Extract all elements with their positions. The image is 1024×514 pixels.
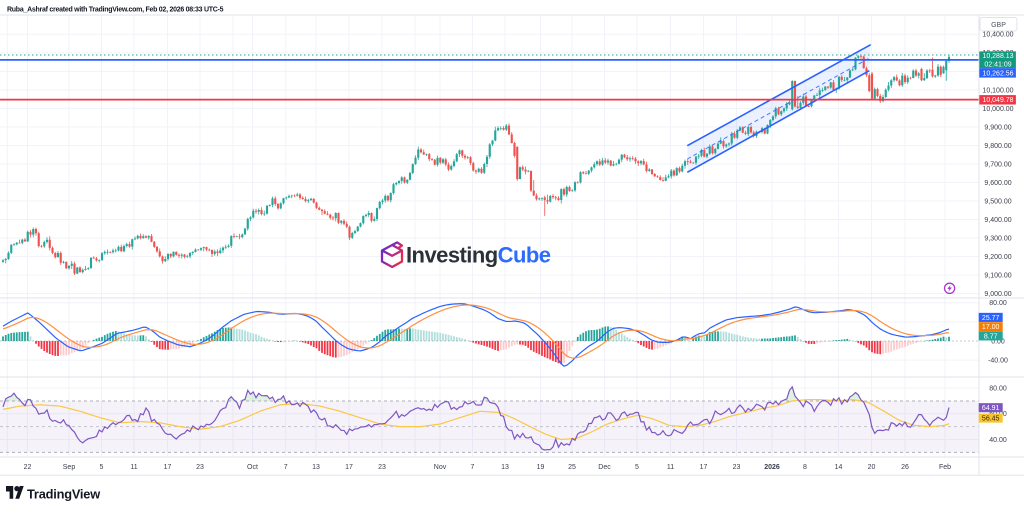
svg-text:13: 13 <box>312 464 320 471</box>
svg-text:9,400.00: 9,400.00 <box>984 217 1011 224</box>
svg-text:22: 22 <box>24 464 32 471</box>
svg-text:8.77: 8.77 <box>984 333 998 340</box>
svg-text:23: 23 <box>733 464 741 471</box>
svg-text:02:41:09: 02:41:09 <box>984 61 1011 68</box>
svg-text:56.45: 56.45 <box>982 416 1000 423</box>
svg-text:9,700.00: 9,700.00 <box>984 161 1011 168</box>
svg-text:10,262.56: 10,262.56 <box>982 70 1013 77</box>
svg-text:9,900.00: 9,900.00 <box>984 124 1011 131</box>
svg-text:23: 23 <box>378 464 386 471</box>
svg-text:80.00: 80.00 <box>989 300 1007 307</box>
svg-text:9,600.00: 9,600.00 <box>984 180 1011 187</box>
svg-text:20: 20 <box>868 464 876 471</box>
svg-text:19: 19 <box>537 464 545 471</box>
svg-text:9,500.00: 9,500.00 <box>984 198 1011 205</box>
svg-text:26: 26 <box>901 464 909 471</box>
svg-text:17: 17 <box>700 464 708 471</box>
svg-text:9,800.00: 9,800.00 <box>984 143 1011 150</box>
svg-text:11: 11 <box>130 464 137 471</box>
svg-text:64.91: 64.91 <box>982 405 1000 412</box>
svg-text:7: 7 <box>284 464 288 471</box>
svg-text:2026: 2026 <box>764 464 780 471</box>
svg-text:14: 14 <box>835 464 843 471</box>
svg-text:17: 17 <box>164 464 172 471</box>
svg-text:9,000.00: 9,000.00 <box>984 291 1011 298</box>
svg-text:Nov: Nov <box>434 464 447 471</box>
svg-text:InvestingCube: InvestingCube <box>406 243 551 268</box>
svg-text:Dec: Dec <box>598 464 611 471</box>
svg-text:Oct: Oct <box>247 464 258 471</box>
svg-text:25: 25 <box>568 464 576 471</box>
svg-text:9,200.00: 9,200.00 <box>984 254 1011 261</box>
svg-text:10,100.00: 10,100.00 <box>982 87 1013 94</box>
svg-text:TradingView: TradingView <box>27 486 100 501</box>
svg-text:0.00: 0.00 <box>991 338 1005 345</box>
svg-text:GBP: GBP <box>991 22 1006 29</box>
svg-text:25.77: 25.77 <box>982 315 1000 322</box>
svg-text:10,049.78: 10,049.78 <box>982 97 1013 104</box>
svg-text:40.00: 40.00 <box>989 437 1007 444</box>
svg-text:Sep: Sep <box>63 464 76 471</box>
svg-text:5: 5 <box>635 464 639 471</box>
svg-text:10,000.00: 10,000.00 <box>982 106 1013 113</box>
svg-text:23: 23 <box>196 464 204 471</box>
svg-text:Feb: Feb <box>939 464 951 471</box>
svg-text:7: 7 <box>471 464 475 471</box>
svg-text:-40.00: -40.00 <box>988 358 1008 365</box>
svg-text:9,300.00: 9,300.00 <box>984 235 1011 242</box>
svg-text:17.00: 17.00 <box>982 324 1000 331</box>
svg-text:10,288.13: 10,288.13 <box>982 53 1013 60</box>
svg-text:Ruba_Ashraf created with Tradi: Ruba_Ashraf created with TradingView.com… <box>7 6 224 13</box>
svg-text:10,400.00: 10,400.00 <box>982 32 1013 39</box>
svg-text:8: 8 <box>803 464 807 471</box>
svg-text:11: 11 <box>667 464 674 471</box>
svg-text:13: 13 <box>501 464 509 471</box>
svg-text:9,100.00: 9,100.00 <box>984 273 1011 280</box>
svg-text:80.00: 80.00 <box>989 386 1007 393</box>
svg-text:17: 17 <box>345 464 353 471</box>
svg-text:5: 5 <box>100 464 104 471</box>
